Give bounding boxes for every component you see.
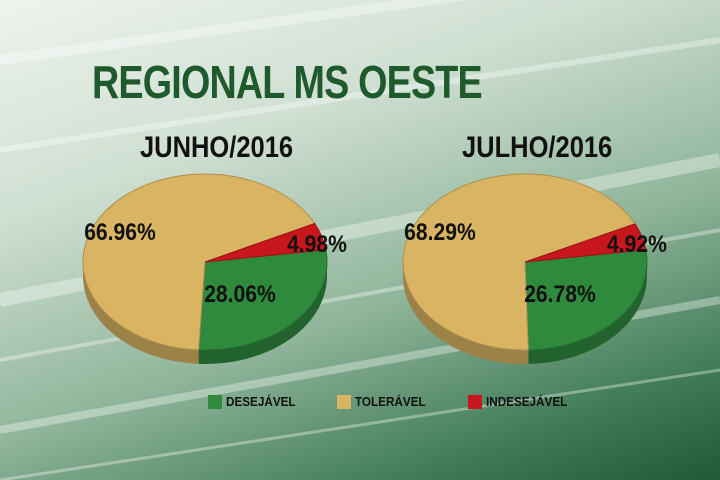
pie-1-label-toleravel: 68.29% — [404, 219, 476, 246]
chart-title-junho: JUNHO/2016 — [140, 131, 294, 164]
pie-1-side-toleravel — [403, 262, 529, 364]
pie-0: 28.06% 66.96% 4.98% — [82, 173, 347, 364]
pie-1-side-desejavel — [528, 262, 647, 364]
pie-0-label-indesejavel: 4.98% — [287, 231, 347, 258]
legend-label-indesejavel: INDESEJÁVEL — [485, 394, 568, 409]
pie-1: 26.78% 68.29% 4.92% — [402, 173, 667, 364]
pie-0-side-desejavel — [198, 262, 327, 364]
pie-0-slice-desejavel — [198, 249, 328, 351]
pie-0-label-desejavel: 28.06% — [204, 281, 276, 308]
pie-1-slice-toleravel — [402, 173, 636, 351]
legend-item-indesejavel: INDESEJÁVEL — [467, 394, 576, 409]
pie-0-slice-toleravel — [82, 173, 316, 351]
legend-swatch-indesejavel — [467, 394, 482, 409]
pie-0-side-toleravel — [83, 262, 199, 364]
page-title: REGIONAL MS OESTE — [92, 56, 483, 108]
pie-0-label-toleravel: 66.96% — [84, 219, 156, 246]
legend-swatch-desejavel — [208, 394, 222, 409]
legend-label-desejavel: DESEJÁVEL — [226, 394, 296, 409]
pie-1-slice-desejavel — [524, 249, 648, 351]
pie-1-label-indesejavel: 4.92% — [607, 231, 667, 258]
pie-1-slice-indesejavel — [524, 223, 647, 263]
legend-item-desejavel: DESEJÁVEL — [208, 394, 303, 409]
chart-title-julho: JULHO/2016 — [462, 131, 613, 164]
pie-1-label-desejavel: 26.78% — [524, 281, 596, 308]
legend-label-toleravel: TOLERÁVEL — [355, 394, 426, 409]
legend: DESEJÁVEL TOLERÁVEL INDESEJÁVEL — [208, 394, 610, 409]
pie-0-slice-indesejavel — [204, 222, 327, 263]
legend-item-toleravel: TOLERÁVEL — [337, 394, 434, 409]
legend-swatch-toleravel — [337, 394, 352, 409]
